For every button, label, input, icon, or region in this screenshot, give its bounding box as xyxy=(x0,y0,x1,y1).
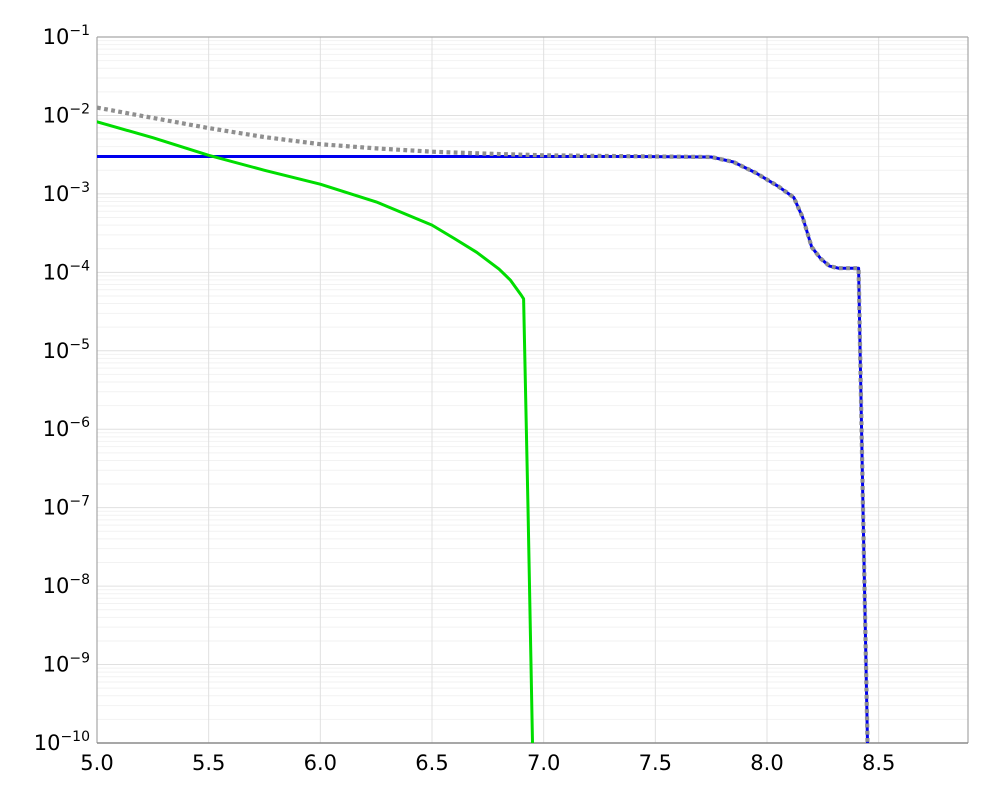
svg-text:7.5: 7.5 xyxy=(639,751,672,775)
svg-text:10−8: 10−8 xyxy=(43,572,90,598)
svg-text:5.5: 5.5 xyxy=(192,751,225,775)
y-tick-labels: 10−1 10−2 10−3 10−4 10−5 10−6 10−7 10−8 10−9 10−1… xyxy=(34,23,90,755)
svg-text:10−6: 10−6 xyxy=(43,415,90,441)
svg-text:5.0: 5.0 xyxy=(80,751,113,775)
svg-text:8.5: 8.5 xyxy=(862,751,895,775)
data-series xyxy=(97,105,870,743)
svg-text:6.5: 6.5 xyxy=(415,751,448,775)
x-tick-labels: 5.0 5.5 6.0 6.5 7.0 7.5 8.0 8.5 xyxy=(80,751,895,775)
green-solid-line xyxy=(97,120,534,743)
svg-text:10−1: 10−1 xyxy=(43,23,90,49)
svg-text:10−9: 10−9 xyxy=(43,651,90,677)
svg-text:10−4: 10−4 xyxy=(43,258,90,284)
axis-spines xyxy=(96,36,969,744)
svg-text:10−10: 10−10 xyxy=(34,729,90,755)
svg-text:7.0: 7.0 xyxy=(527,751,560,775)
svg-text:10−7: 10−7 xyxy=(43,494,90,520)
svg-text:10−5: 10−5 xyxy=(43,337,90,363)
gray-dotted-line xyxy=(97,105,870,743)
svg-text:6.0: 6.0 xyxy=(304,751,337,775)
svg-text:10−3: 10−3 xyxy=(43,180,90,206)
svg-text:10−2: 10−2 xyxy=(43,101,90,127)
svg-text:8.0: 8.0 xyxy=(750,751,783,775)
